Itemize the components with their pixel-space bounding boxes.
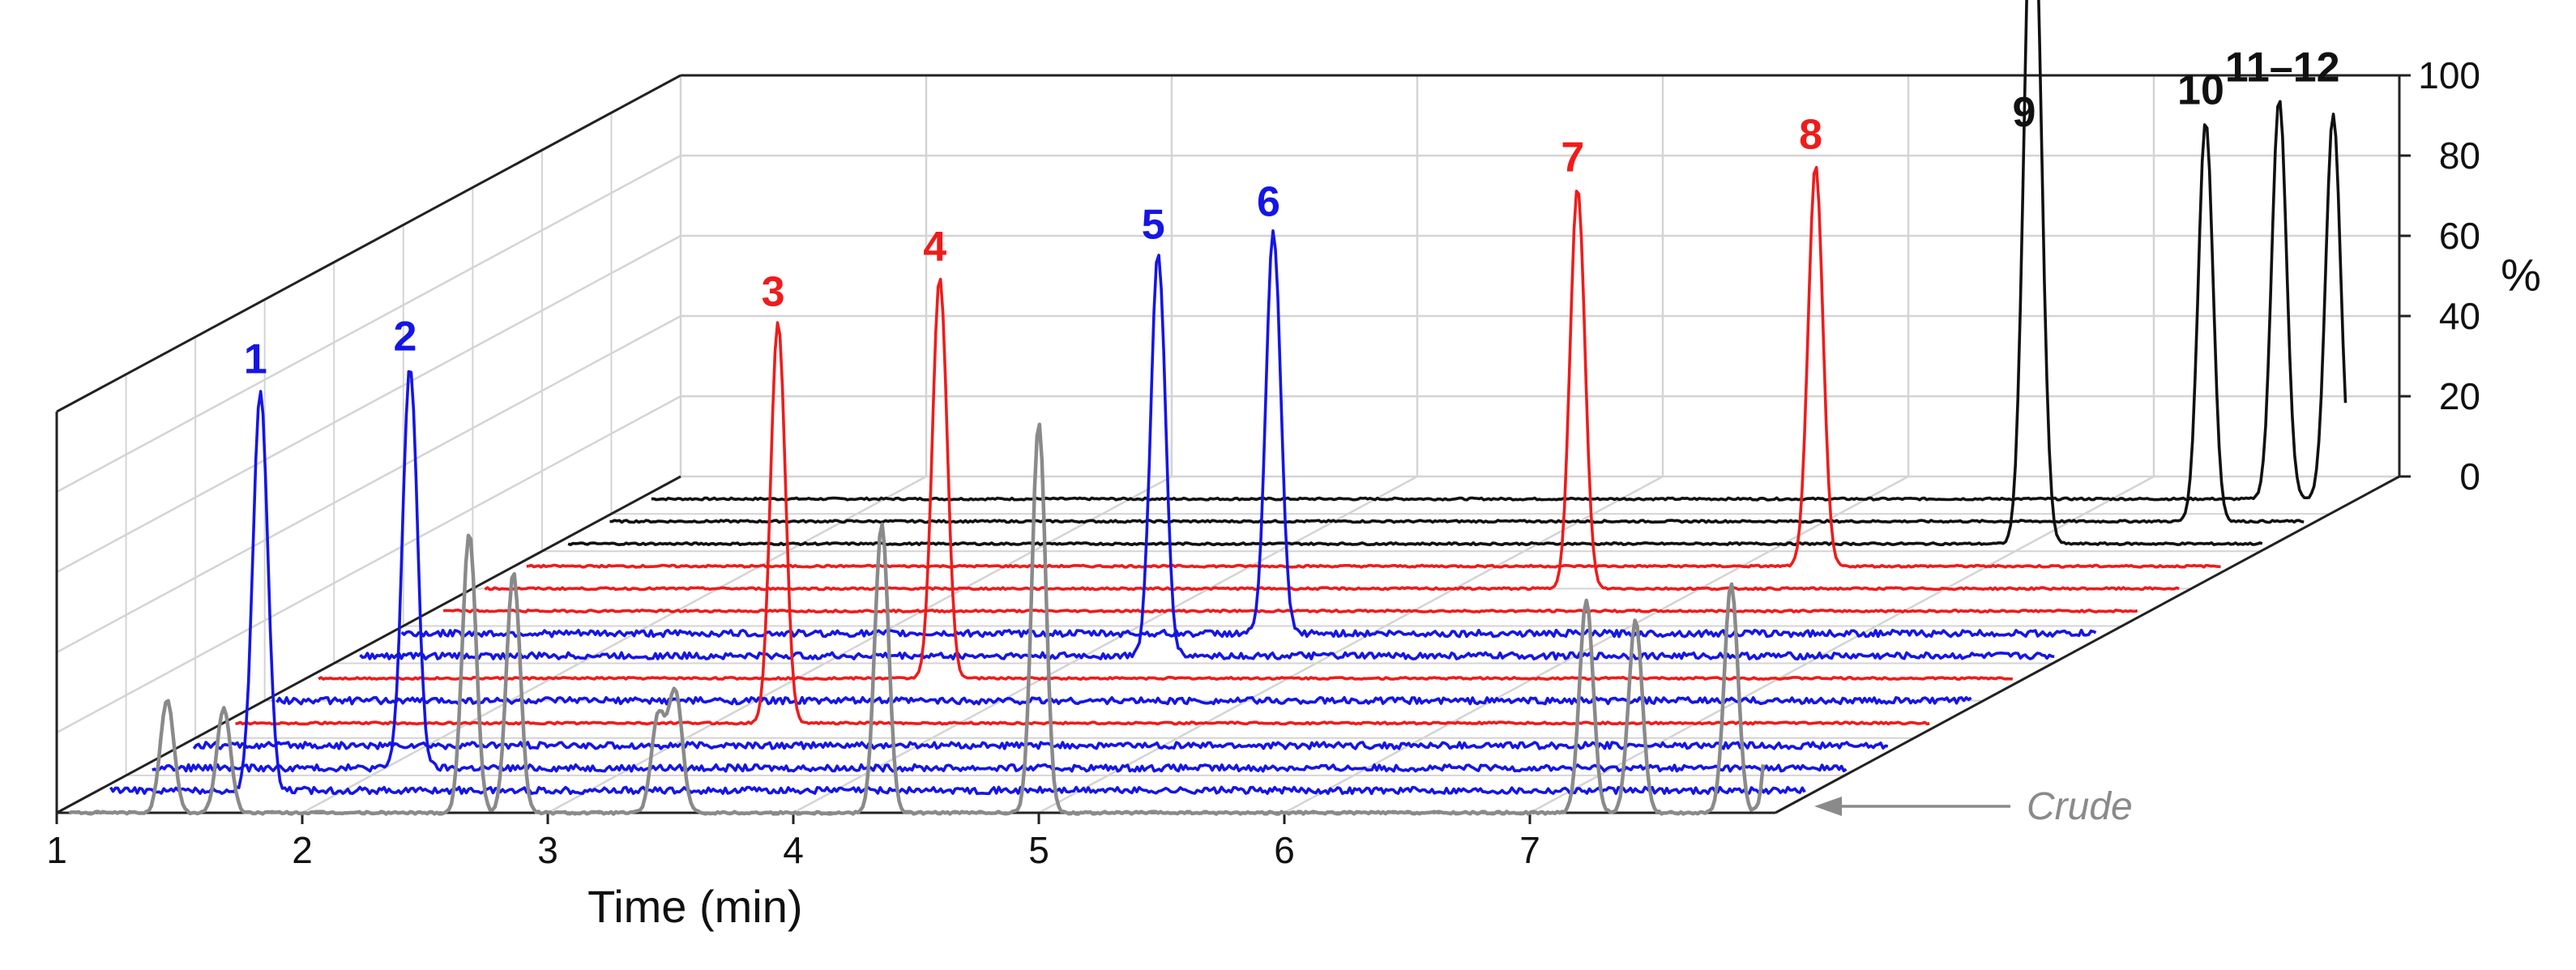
peak-label: 8 xyxy=(1799,112,1822,159)
box-edge xyxy=(1775,475,2400,814)
x-tick-label: 5 xyxy=(1028,829,1049,871)
series-trace xyxy=(484,190,2180,592)
z-tick-label: 100 xyxy=(2418,54,2480,96)
floor-grid-line xyxy=(1284,475,1909,814)
x-tick-label: 1 xyxy=(46,829,67,871)
series-trace xyxy=(192,741,1889,750)
peak-label: 10 xyxy=(2177,66,2224,113)
series-trace xyxy=(567,0,2263,547)
floor-grid-line xyxy=(301,475,927,814)
box-edge xyxy=(56,74,681,413)
floor-grid-line xyxy=(1038,475,1664,814)
box-edge xyxy=(56,475,681,814)
x-tick-label: 7 xyxy=(1519,829,1540,871)
x-tick-label: 6 xyxy=(1274,829,1295,871)
series-trace xyxy=(609,123,2305,524)
peak-label: 7 xyxy=(1561,134,1584,181)
x-tick-label: 4 xyxy=(783,829,804,871)
floor-grid-line xyxy=(792,475,1418,814)
series-trace xyxy=(109,390,1806,796)
left-wall-grid-line xyxy=(56,314,681,654)
series-trace xyxy=(651,100,2347,502)
series-trace xyxy=(68,422,1766,816)
series-trace xyxy=(526,165,2221,569)
peak-label: 11–12 xyxy=(2225,45,2340,92)
x-tick-label: 3 xyxy=(537,829,558,871)
series-trace xyxy=(400,229,2097,639)
crude-arrow-head xyxy=(1814,797,1842,816)
peak-label: 5 xyxy=(1142,201,1165,248)
floor-grid-line xyxy=(1529,475,2155,814)
x-tick-label: 2 xyxy=(292,829,313,871)
peak-label: 4 xyxy=(923,224,946,271)
left-wall-grid-line xyxy=(56,234,681,574)
z-tick-label: 80 xyxy=(2439,135,2480,177)
floor-grid-line xyxy=(547,475,1173,814)
series-trace xyxy=(359,254,2055,661)
traces xyxy=(68,0,2347,816)
z-tick-label: 60 xyxy=(2439,215,2480,257)
left-wall-grid-line xyxy=(56,395,681,734)
left-wall-grid-line xyxy=(56,154,681,494)
z-tick-label: 0 xyxy=(2459,455,2480,498)
labels: 1 2 3 4 5 6 7 8 9 10 11–12 Crude xyxy=(244,45,2340,828)
z-axis-title: % xyxy=(2501,250,2541,301)
z-tick-label: 40 xyxy=(2439,295,2480,337)
x-axis-title: Time (min) xyxy=(587,881,802,932)
peak-label: 1 xyxy=(244,335,267,382)
z-tick-label: 20 xyxy=(2439,375,2480,417)
peak-label: 2 xyxy=(394,314,417,361)
peak-label: 9 xyxy=(2013,89,2036,136)
series-trace xyxy=(276,695,1972,706)
series-trace xyxy=(152,370,1848,773)
crude-label: Crude xyxy=(2027,785,2133,828)
axes: 1 2 3 4 5 6 7 Time (min) 0 20 40 60 80 100% xyxy=(46,54,2541,932)
peak-label: 3 xyxy=(762,268,785,315)
series-trace xyxy=(318,277,2013,682)
peak-label: 6 xyxy=(1257,179,1280,226)
series-trace xyxy=(235,321,1930,726)
